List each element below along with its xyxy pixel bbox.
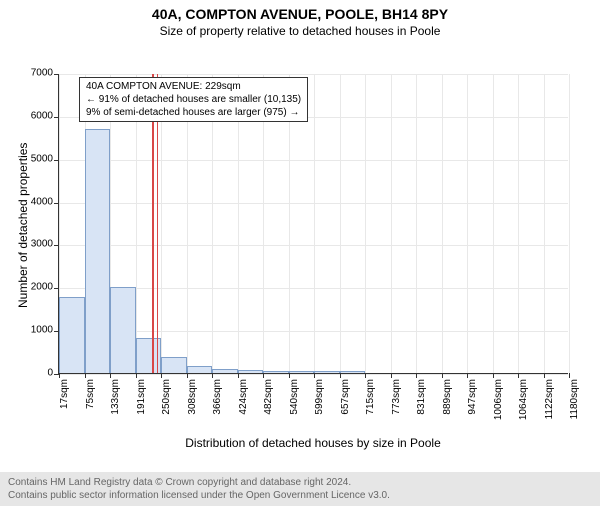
x-tick-label: 191sqm <box>136 379 147 415</box>
footer: Contains HM Land Registry data © Crown c… <box>0 472 600 506</box>
x-tick-label: 482sqm <box>263 379 274 415</box>
annotation-box: 40A COMPTON AVENUE: 229sqm← 91% of detac… <box>79 77 308 122</box>
x-tick-label: 1064sqm <box>518 379 529 420</box>
x-tick-label: 1180sqm <box>569 379 580 419</box>
x-tick-label: 889sqm <box>442 379 453 415</box>
gridline-v <box>467 74 468 373</box>
x-tick-label: 947sqm <box>467 379 478 415</box>
histogram-bar <box>110 287 136 373</box>
x-tick-label: 366sqm <box>212 379 223 415</box>
x-tick-label: 17sqm <box>59 379 70 409</box>
gridline-v <box>391 74 392 373</box>
y-tick-label: 7000 <box>31 68 59 79</box>
x-tick-label: 250sqm <box>161 379 172 415</box>
x-tick-label: 831sqm <box>416 379 427 415</box>
x-tick-label: 308sqm <box>187 379 198 415</box>
histogram-bar <box>289 371 315 373</box>
y-axis-label: Number of detached properties <box>16 143 30 308</box>
histogram-bar <box>187 366 213 373</box>
y-tick-label: 0 <box>47 368 59 379</box>
x-tick-label: 133sqm <box>110 379 121 415</box>
histogram-bar <box>340 371 366 373</box>
footer-line-1: Contains HM Land Registry data © Crown c… <box>8 476 592 489</box>
gridline-v <box>544 74 545 373</box>
gridline-v <box>365 74 366 373</box>
histogram-bar <box>59 297 85 373</box>
x-tick-label: 424sqm <box>238 379 249 415</box>
histogram-bar <box>314 371 340 373</box>
annotation-line-2: ← 91% of detached houses are smaller (10… <box>86 93 301 106</box>
x-tick-label: 540sqm <box>289 379 300 415</box>
x-tick-label: 599sqm <box>314 379 325 415</box>
plot-area: 0100020003000400050006000700017sqm75sqm1… <box>58 74 568 374</box>
x-tick-label: 75sqm <box>85 379 96 409</box>
gridline-v <box>340 74 341 373</box>
gridline-v <box>518 74 519 373</box>
gridline-v <box>569 74 570 373</box>
histogram-bar <box>161 357 187 373</box>
x-axis-label: Distribution of detached houses by size … <box>58 436 568 450</box>
chart-title: 40A, COMPTON AVENUE, POOLE, BH14 8PY <box>0 6 600 22</box>
histogram-bar <box>85 129 111 373</box>
annotation-line-1: 40A COMPTON AVENUE: 229sqm <box>86 80 301 93</box>
gridline-v <box>493 74 494 373</box>
x-tick-label: 715sqm <box>365 379 376 415</box>
x-tick-label: 773sqm <box>391 379 402 415</box>
histogram-bar <box>238 370 264 373</box>
x-tick-label: 657sqm <box>340 379 351 415</box>
gridline-v <box>442 74 443 373</box>
histogram-bar <box>212 369 238 373</box>
x-tick-label: 1006sqm <box>493 379 504 420</box>
annotation-line-3: 9% of semi-detached houses are larger (9… <box>86 106 301 119</box>
x-tick-label: 1122sqm <box>544 379 555 419</box>
histogram-bar <box>263 371 289 373</box>
gridline-v <box>416 74 417 373</box>
chart-subtitle: Size of property relative to detached ho… <box>0 24 600 38</box>
gridline-v <box>314 74 315 373</box>
footer-line-2: Contains public sector information licen… <box>8 489 592 502</box>
